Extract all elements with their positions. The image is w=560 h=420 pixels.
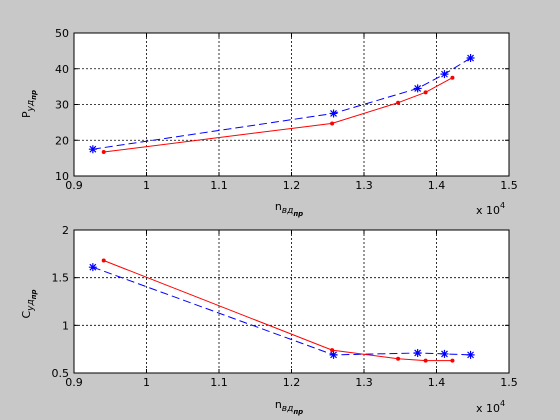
top-x-tick-label: 1.5 <box>500 179 518 192</box>
top-x-tick-label: 1.1 <box>210 179 228 192</box>
bottom-series-1-point <box>330 348 335 353</box>
bottom-x-axis-label-subsub: пр <box>293 408 303 416</box>
top-y-tick-label: 10 <box>55 170 69 183</box>
bottom-series-1-point <box>396 356 401 361</box>
top-x-axis-label-sub: вд <box>282 206 294 216</box>
top-series-0-point <box>88 145 97 154</box>
top-x-exponent: x 104 <box>476 201 505 217</box>
bottom-plot-area <box>74 230 509 373</box>
top-y-axis-label: Pудпр <box>20 90 38 118</box>
bottom-panel: 0.9 1 1.1 1.2 1.3 1.4 1.50.511.52 Cудпр nвдпр … <box>20 224 518 416</box>
top-series-0-point <box>466 54 475 63</box>
top-series-0-point <box>413 84 422 93</box>
bottom-x-axis-label-sub: вд <box>282 404 294 414</box>
bottom-x-exponent-power: 4 <box>500 399 505 408</box>
bottom-x-tick-label: 1.5 <box>500 376 518 389</box>
top-series-1-point <box>423 90 428 95</box>
top-y-tick-label: 20 <box>55 134 69 147</box>
top-x-tick-label: 1.2 <box>283 179 301 192</box>
top-series-0-point <box>329 109 338 118</box>
bottom-series-0-point <box>466 350 475 359</box>
top-x-axis-label-subsub: пр <box>293 210 303 218</box>
bottom-x-tick-label: 1.1 <box>210 376 228 389</box>
top-y-tick-label: 50 <box>55 27 69 40</box>
bottom-y-tick-label: 2 <box>62 224 69 237</box>
bottom-y-tick-label: 1.5 <box>52 272 70 285</box>
top-series-1-point <box>450 75 455 80</box>
bottom-y-axis-label-main: C <box>20 311 33 319</box>
bottom-x-tick-label: 1.4 <box>428 376 446 389</box>
bottom-series-1-point <box>101 258 106 263</box>
bottom-series-1-point <box>450 358 455 363</box>
top-x-exponent-power: 4 <box>500 201 505 210</box>
bottom-plot-content <box>74 230 509 373</box>
top-series-1-point <box>396 100 401 105</box>
bottom-y-tick-label: 1 <box>62 319 69 332</box>
bottom-x-tick-label: 0.9 <box>65 376 83 389</box>
top-x-exponent-base: x 10 <box>476 204 500 217</box>
bottom-x-exponent-base: x 10 <box>476 402 500 415</box>
bottom-y-axis-label: Cудпр <box>20 289 38 318</box>
top-series-0-point <box>440 70 449 79</box>
top-series-1-point <box>330 121 335 126</box>
top-series-1-point <box>101 150 106 155</box>
top-x-axis-label: nвдпр <box>275 200 303 218</box>
top-x-tick-label: 0.9 <box>65 179 83 192</box>
bottom-x-tick-label: 1.3 <box>355 376 373 389</box>
bottom-series-0-point <box>88 263 97 272</box>
top-x-axis-label-main: n <box>275 200 282 213</box>
top-y-axis-label-main: P <box>20 111 33 118</box>
bottom-y-axis-label-subsub: пр <box>30 289 38 299</box>
bottom-y-tick-label: 0.5 <box>52 367 70 380</box>
top-y-axis-label-sub: уд <box>26 100 36 113</box>
top-y-tick-label: 30 <box>55 99 69 112</box>
bottom-x-exponent: x 104 <box>476 399 505 415</box>
bottom-series-0-point <box>413 348 422 357</box>
bottom-series-0-point <box>440 349 449 358</box>
bottom-y-axis-label-sub: уд <box>26 299 36 312</box>
bottom-x-axis-label: nвдпр <box>275 398 303 416</box>
bottom-x-tick-label: 1.2 <box>283 376 301 389</box>
top-y-tick-label: 40 <box>55 63 69 76</box>
top-y-axis-label-subsub: пр <box>30 90 38 100</box>
bottom-x-axis-label-main: n <box>275 398 282 411</box>
bottom-series-1-point <box>423 358 428 363</box>
bottom-x-tick-label: 1 <box>143 376 150 389</box>
top-x-tick-label: 1.3 <box>355 179 373 192</box>
top-x-tick-label: 1 <box>143 179 150 192</box>
top-x-tick-label: 1.4 <box>428 179 446 192</box>
top-plot-content <box>74 33 509 176</box>
bottom-series-0-point <box>329 350 338 359</box>
